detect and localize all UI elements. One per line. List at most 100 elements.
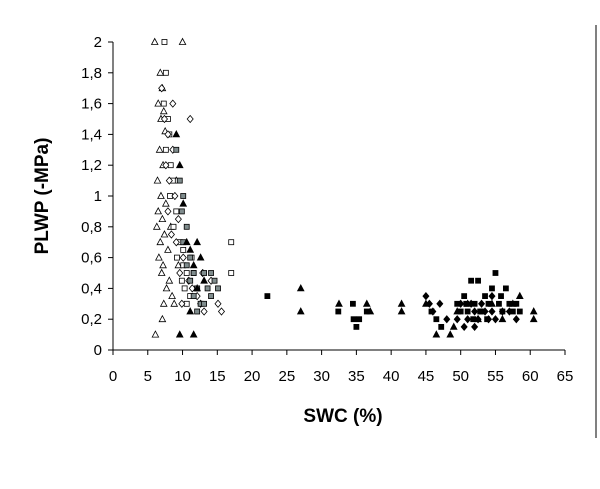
data-point-open-diamond xyxy=(172,238,180,247)
data-point-open-diamond xyxy=(200,307,208,316)
data-point-filled-square xyxy=(482,293,488,300)
y-tick-label: 0 xyxy=(94,342,102,359)
data-point-filled-square xyxy=(438,323,445,330)
data-point-open-diamond xyxy=(178,299,186,308)
data-point-filled-diamond xyxy=(471,322,479,332)
data-point-filled-diamond xyxy=(498,307,506,316)
data-point-filled-triangle xyxy=(449,322,458,330)
data-point-filled-square xyxy=(433,316,440,323)
data-point-open-diamond xyxy=(169,99,177,108)
data-point-filled-triangle xyxy=(362,299,371,307)
data-point-open-triangle xyxy=(159,260,167,269)
data-point-filled-triangle xyxy=(515,291,524,300)
data-point-filled-diamond xyxy=(505,307,513,316)
data-point-filled-square xyxy=(485,300,492,307)
data-point-open-triangle xyxy=(159,106,168,115)
data-point-filled-diamond xyxy=(436,299,444,308)
data-point-open-square xyxy=(180,246,187,253)
data-point-gray-square xyxy=(208,270,214,276)
data-point-open-diamond xyxy=(167,230,175,239)
data-point-open-diamond xyxy=(160,114,168,124)
data-point-filled-square xyxy=(492,270,499,276)
data-point-open-triangle xyxy=(150,37,159,45)
data-point-gray-square xyxy=(187,277,194,284)
data-point-open-triangle xyxy=(160,230,169,238)
data-point-filled-triangle xyxy=(335,299,343,307)
y-tick-label: 1,8 xyxy=(81,65,102,82)
x-tick-label: 15 xyxy=(209,368,226,385)
data-point-gray-square xyxy=(194,308,201,315)
data-point-filled-triangle xyxy=(193,237,202,246)
data-point-open-triangle xyxy=(154,207,163,215)
data-point-open-square xyxy=(174,254,180,261)
data-point-filled-square xyxy=(464,308,471,315)
data-point-open-triangle xyxy=(156,237,165,246)
x-tick-label: 35 xyxy=(348,368,365,385)
data-point-open-square xyxy=(173,208,180,215)
data-point-open-triangle xyxy=(151,330,160,338)
data-point-filled-diamond xyxy=(478,299,486,308)
data-point-filled-triangle xyxy=(397,307,406,315)
y-tick-label: 0,4 xyxy=(81,280,102,297)
data-point-filled-triangle xyxy=(193,284,202,292)
data-point-filled-diamond xyxy=(484,315,493,324)
data-point-filled-diamond xyxy=(464,315,472,324)
data-point-gray-square xyxy=(178,208,185,215)
data-point-gray-square xyxy=(201,270,207,276)
y-tick-label: 1,6 xyxy=(81,96,102,113)
data-point-filled-triangle xyxy=(529,314,538,323)
x-tick-label: 30 xyxy=(313,368,330,385)
data-point-filled-square xyxy=(356,316,363,323)
data-point-gray-square xyxy=(208,293,214,300)
data-point-filled-diamond xyxy=(474,315,482,324)
data-point-gray-square xyxy=(183,262,190,269)
data-point-filled-square xyxy=(498,293,504,300)
data-point-open-triangle xyxy=(174,260,183,269)
data-point-filled-diamond xyxy=(471,307,479,316)
data-point-filled-square xyxy=(468,277,475,284)
data-point-gray-square xyxy=(183,223,190,230)
data-point-filled-square xyxy=(350,300,356,307)
data-point-filled-square xyxy=(475,277,481,284)
data-point-gray-square xyxy=(176,177,183,184)
data-point-open-square xyxy=(228,270,235,276)
data-point-filled-square xyxy=(513,300,520,307)
data-point-filled-triangle xyxy=(182,237,191,246)
x-tick-label: 55 xyxy=(487,368,504,385)
data-point-open-square xyxy=(162,146,169,153)
data-point-open-diamond xyxy=(158,84,166,93)
data-point-open-diamond xyxy=(214,299,222,308)
data-point-filled-triangle xyxy=(498,314,507,323)
x-tick-label: 5 xyxy=(144,368,152,385)
x-ticks: 0 5 10 15 20 25 30 35 40 45 50 55 60 65 xyxy=(109,350,573,385)
y-tick-label: 0,8 xyxy=(81,219,102,236)
data-point-open-triangle xyxy=(153,176,162,184)
data-point-open-diamond xyxy=(162,161,170,170)
data-point-filled-triangle xyxy=(189,260,198,269)
data-point-open-diamond xyxy=(164,207,172,216)
data-point-filled-triangle xyxy=(397,299,406,307)
y-tick-label: 0,2 xyxy=(81,311,102,328)
data-point-filled-square xyxy=(502,285,509,292)
x-axis-title: SWC (%) xyxy=(303,406,382,427)
data-point-filled-triangle xyxy=(432,330,441,338)
data-point-open-square xyxy=(183,270,190,276)
data-point-filled-triangle xyxy=(186,245,195,253)
data-point-open-diamond xyxy=(217,307,226,316)
data-point-filled-square xyxy=(516,308,523,315)
data-point-open-triangle xyxy=(170,299,179,307)
y-tick-label: 1,4 xyxy=(81,126,102,143)
data-point-open-square xyxy=(181,285,188,292)
data-points xyxy=(150,37,538,338)
data-point-open-triangle xyxy=(159,299,168,307)
data-point-open-triangle xyxy=(158,214,167,223)
y-tick-label: 0,6 xyxy=(81,250,102,267)
data-point-open-diamond xyxy=(186,114,194,124)
data-point-filled-diamond xyxy=(491,315,499,324)
data-point-filled-square xyxy=(335,308,342,315)
data-point-filled-diamond xyxy=(512,315,520,324)
data-point-filled-diamond xyxy=(488,291,496,301)
data-point-open-square xyxy=(160,100,167,107)
data-point-gray-square xyxy=(201,300,207,307)
y-tick-label: 1,2 xyxy=(81,157,102,174)
